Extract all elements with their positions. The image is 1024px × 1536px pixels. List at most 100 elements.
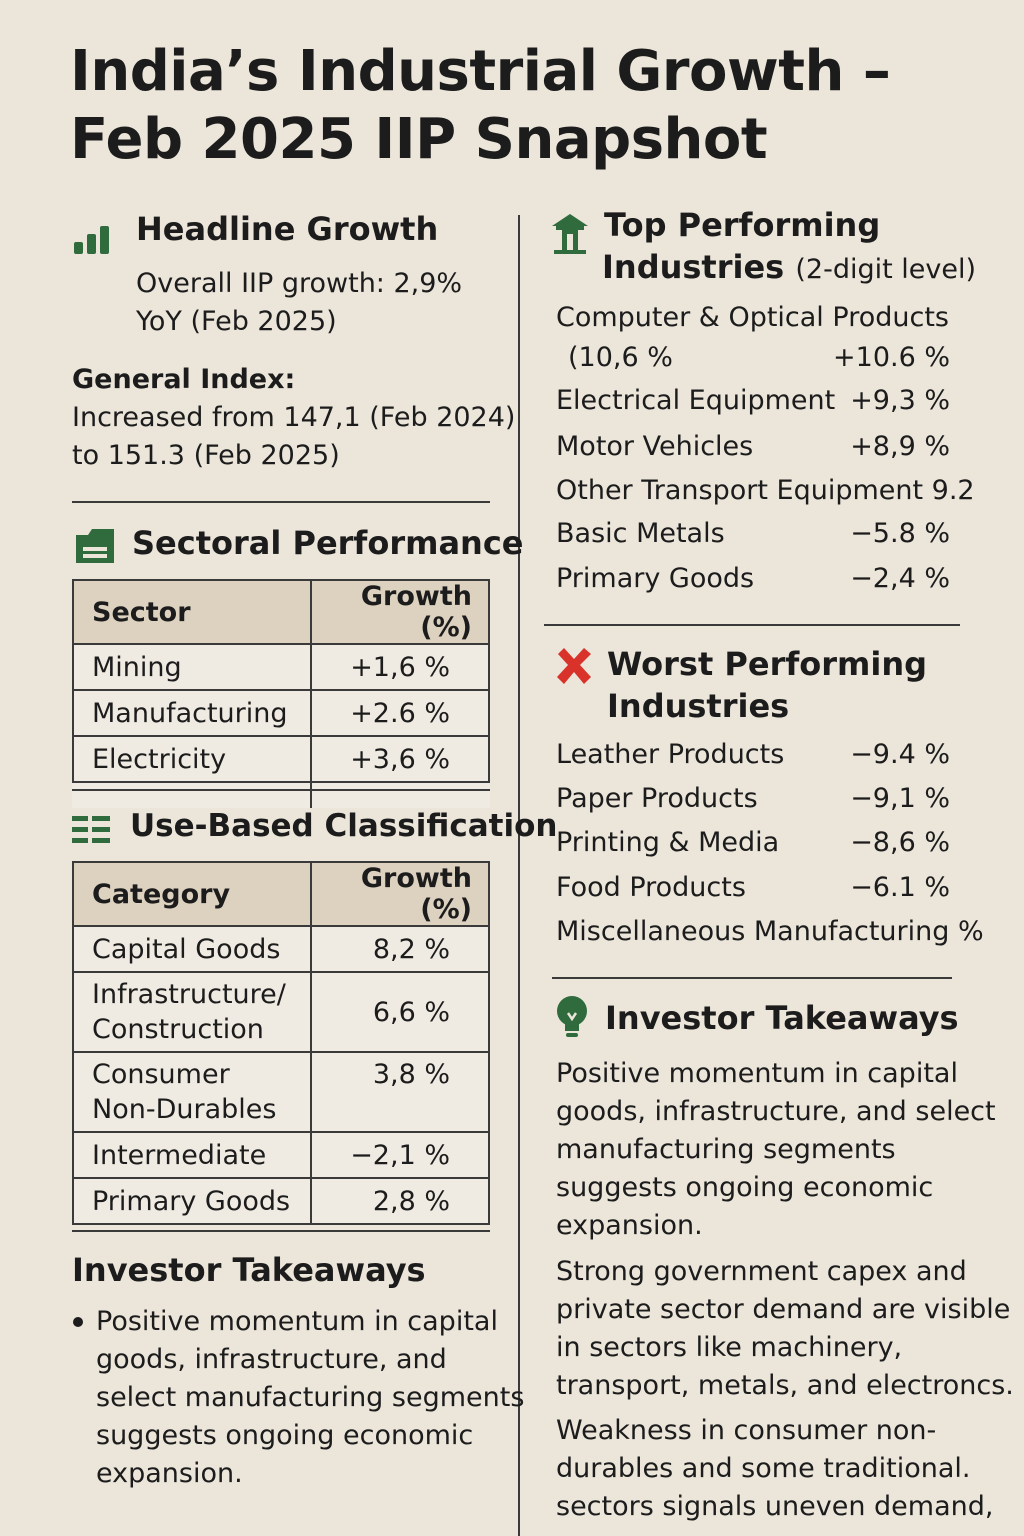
table-header-row: Sector Growth (%) bbox=[72, 579, 490, 645]
takeaway-line: suggests ongoing economic bbox=[96, 1420, 474, 1451]
industry-growth: −9.4 % bbox=[850, 739, 950, 770]
category-name: Consumer Non-Durables bbox=[72, 1051, 312, 1133]
takeaway-line: Strong government capex and bbox=[556, 1256, 967, 1287]
category-name-line1: Consumer bbox=[92, 1059, 230, 1090]
general-index-label: General Index: bbox=[72, 364, 296, 395]
sector-growth: +1,6 % bbox=[310, 643, 490, 691]
industry-name: Motor Vehicles bbox=[556, 431, 754, 462]
table-row: Consumer Non-Durables 3,8 % bbox=[72, 1051, 490, 1133]
sector-growth: +3,6 % bbox=[310, 735, 490, 783]
top-performing-heading-line2: Industries (2-digit level) bbox=[602, 247, 976, 290]
top-performing-heading-word: Industries bbox=[602, 248, 785, 286]
takeaway-line: transport, metals, and electroncs. bbox=[556, 1370, 1014, 1401]
list-item: Electrical Equipment +9,3 % bbox=[556, 381, 950, 421]
table-row: Electricity +3,6 % bbox=[72, 735, 490, 783]
sector-growth: +2.6 % bbox=[310, 689, 490, 737]
table-row: Manufacturing +2.6 % bbox=[72, 689, 490, 737]
category-name-line1: Infrastructure/ bbox=[92, 979, 286, 1010]
industry-name: Basic Metals bbox=[556, 518, 725, 549]
red-x-icon bbox=[557, 648, 591, 684]
table-row: Primary Goods 2,8 % bbox=[72, 1177, 490, 1225]
list-item: Primary Goods −2,4 % bbox=[556, 559, 950, 599]
list-icon bbox=[72, 816, 110, 843]
list-item: (10,6 % +10.6 % bbox=[556, 338, 950, 378]
list-item: Paper Products −9,1 % bbox=[556, 779, 950, 819]
column-divider bbox=[518, 215, 520, 1536]
divider bbox=[72, 1230, 490, 1232]
table-header-row: Category Growth (%) bbox=[72, 861, 490, 927]
table-empty-row bbox=[73, 781, 489, 808]
sector-name: Electricity bbox=[72, 735, 312, 783]
takeaway-line: durables and some traditional. bbox=[556, 1453, 971, 1484]
takeaway-line: private sector demand are visible bbox=[556, 1294, 1011, 1325]
industry-name: Computer & Optical Products bbox=[556, 302, 949, 333]
sector-name: Mining bbox=[72, 643, 312, 691]
general-index-line2: to 151.3 (Feb 2025) bbox=[72, 440, 340, 471]
industry-growth: +8,9 % bbox=[850, 431, 950, 462]
list-item: Other Transport Equipment 9.2 bbox=[556, 471, 975, 511]
industry-growth: −2,4 % bbox=[850, 563, 950, 594]
table-row: Infrastructure/ Construction 6,6 % bbox=[72, 971, 490, 1053]
takeaway-line: Positive momentum in capital bbox=[96, 1306, 498, 1337]
top-performing-heading-line1: Top Performing bbox=[604, 206, 881, 244]
bar-chart-icon bbox=[74, 226, 109, 254]
takeaway-line: select manufacturing segments bbox=[96, 1382, 525, 1413]
category-growth: 3,8 % bbox=[310, 1051, 490, 1133]
col-header-category: Category bbox=[72, 861, 312, 927]
empty-cell bbox=[310, 781, 489, 808]
industry-name: Electrical Equipment bbox=[556, 385, 836, 416]
takeaway-line: manufacturing segments bbox=[556, 1134, 896, 1165]
industry-name: Primary Goods bbox=[556, 563, 755, 594]
industry-growth: −5.8 % bbox=[850, 518, 950, 549]
category-growth: −2,1 % bbox=[310, 1131, 490, 1179]
industry-name: Other Transport Equipment 9.2 bbox=[556, 475, 975, 506]
empty-cell bbox=[73, 781, 312, 808]
col-header-growth: Growth (%) bbox=[310, 579, 490, 645]
category-growth: 2,8 % bbox=[310, 1177, 490, 1225]
divider bbox=[72, 789, 490, 791]
industry-growth: +9,3 % bbox=[850, 385, 950, 416]
industry-growth: −9,1 % bbox=[850, 783, 950, 814]
takeaway-line: goods, infrastructure, and bbox=[96, 1344, 447, 1375]
bullet-dot bbox=[73, 1317, 83, 1327]
list-item: Motor Vehicles +8,9 % bbox=[556, 427, 950, 467]
industry-name: Miscellaneous Manufacturing % bbox=[556, 916, 984, 947]
col-header-growth: Growth (%) bbox=[310, 861, 490, 927]
general-index-line1: Increased from 147,1 (Feb 2024) bbox=[72, 402, 516, 433]
worst-performing-heading-line1: Worst Performing bbox=[607, 645, 928, 683]
category-name: Capital Goods bbox=[72, 925, 312, 973]
sectoral-performance-heading: Sectoral Performance bbox=[132, 524, 524, 562]
category-name: Primary Goods bbox=[72, 1177, 312, 1225]
category-growth: 8,2 % bbox=[310, 925, 490, 973]
sector-name: Manufacturing bbox=[72, 689, 312, 737]
takeaway-line: in sectors like machinery, bbox=[556, 1332, 903, 1363]
industry-growth: −8,6 % bbox=[850, 827, 950, 858]
headline-growth-heading: Headline Growth bbox=[136, 210, 439, 248]
factory-icon bbox=[552, 214, 588, 254]
industry-name: Paper Products bbox=[556, 783, 758, 814]
overall-iip-growth: Overall IIP growth: 2,9% bbox=[136, 268, 463, 299]
table-row: Intermediate −2,1 % bbox=[72, 1131, 490, 1179]
takeaway-line: expansion. bbox=[96, 1458, 243, 1489]
overall-iip-period: YoY (Feb 2025) bbox=[136, 306, 337, 337]
list-item: Leather Products −9.4 % bbox=[556, 735, 950, 775]
industry-name: Leather Products bbox=[556, 739, 785, 770]
worst-performing-heading-line2: Industries bbox=[607, 687, 790, 725]
industry-name: Printing & Media bbox=[556, 827, 780, 858]
table-row: Capital Goods 8,2 % bbox=[72, 925, 490, 973]
list-item: Miscellaneous Manufacturing % bbox=[556, 912, 984, 952]
list-item: Food Products −6.1 % bbox=[556, 868, 950, 908]
list-item: Computer & Optical Products bbox=[556, 298, 950, 338]
takeaway-line: Weakness in consumer non- bbox=[556, 1415, 937, 1446]
takeaway-line: goods, infrastructure, and select bbox=[556, 1096, 996, 1127]
divider bbox=[552, 977, 952, 979]
lightbulb-icon bbox=[557, 996, 587, 1037]
industry-name: (10,6 % bbox=[568, 342, 673, 373]
category-name-line2: Construction bbox=[92, 1014, 264, 1045]
col-header-sector: Sector bbox=[72, 579, 312, 645]
takeaway-line: expansion. bbox=[556, 1210, 703, 1241]
category-name: Infrastructure/ Construction bbox=[72, 971, 312, 1053]
takeaway-line: Positive momentum in capital bbox=[556, 1058, 958, 1089]
industry-growth: −6.1 % bbox=[850, 872, 950, 903]
top-performing-heading-suffix: (2-digit level) bbox=[795, 254, 977, 285]
